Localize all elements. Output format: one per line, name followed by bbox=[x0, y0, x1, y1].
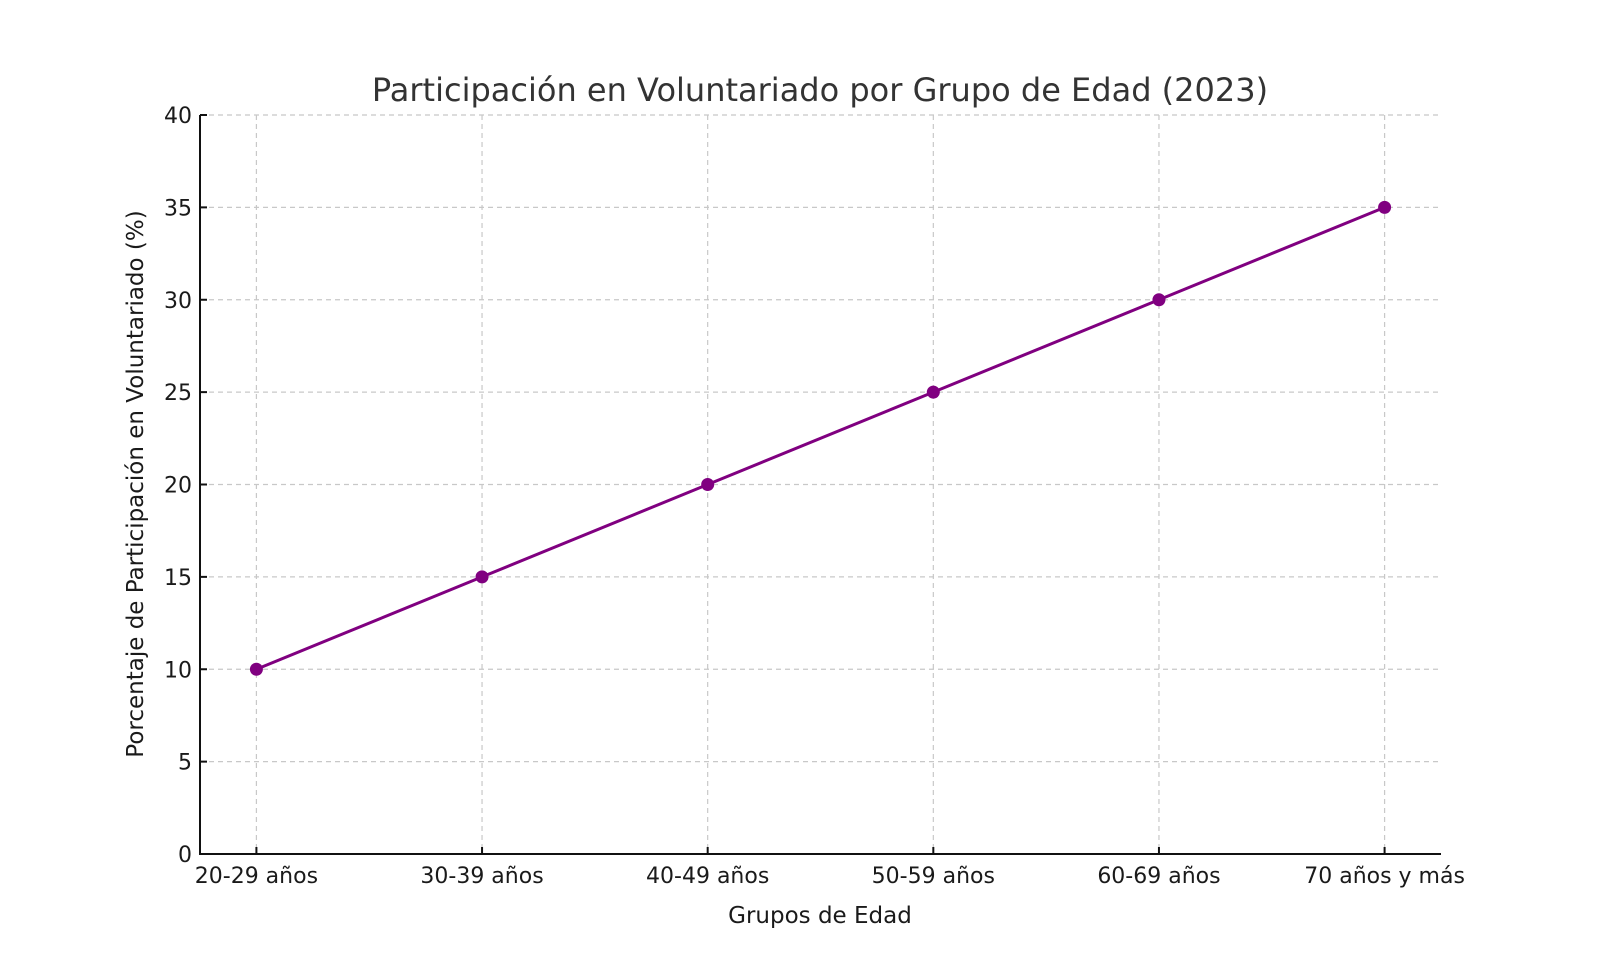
series-line bbox=[255, 205, 1386, 671]
x-tick-label: 40-49 años bbox=[646, 864, 769, 889]
y-tick-label: 10 bbox=[164, 658, 192, 683]
y-tick-label: 25 bbox=[164, 381, 192, 406]
y-tick-label: 5 bbox=[178, 751, 192, 776]
x-tick-label: 70 años y más bbox=[1304, 864, 1465, 889]
grid bbox=[200, 114, 1441, 855]
y-tick-label: 20 bbox=[164, 474, 192, 499]
chart-title: Participación en Voluntariado por Grupo … bbox=[372, 71, 1268, 109]
x-tick-label: 50-59 años bbox=[872, 864, 995, 889]
y-tick-label: 0 bbox=[178, 843, 192, 868]
y-tick-label: 40 bbox=[164, 104, 192, 129]
x-tick-label: 30-39 años bbox=[420, 864, 543, 889]
data-point bbox=[1378, 200, 1392, 214]
y-axis-label: Porcentaje de Participación en Voluntari… bbox=[123, 210, 149, 757]
x-axis-ticks: 20-29 años 30-39 años 40-49 años 50-59 años… bbox=[195, 847, 1465, 889]
data-point bbox=[701, 478, 715, 491]
x-tick-label: 20-29 años bbox=[195, 864, 318, 889]
y-tick-label: 30 bbox=[164, 289, 192, 314]
data-point bbox=[1152, 293, 1166, 307]
x-tick-label: 60-69 años bbox=[1097, 864, 1220, 889]
series bbox=[249, 200, 1392, 676]
y-tick-label: 15 bbox=[164, 566, 192, 591]
data-point bbox=[926, 385, 940, 399]
y-tick-label: 35 bbox=[164, 196, 192, 221]
data-point bbox=[475, 570, 489, 584]
x-axis-label: Grupos de Edad bbox=[728, 903, 912, 929]
data-point bbox=[249, 662, 263, 676]
y-axis-ticks: 0 5 10 15 20 25 30 35 40 bbox=[164, 104, 207, 868]
